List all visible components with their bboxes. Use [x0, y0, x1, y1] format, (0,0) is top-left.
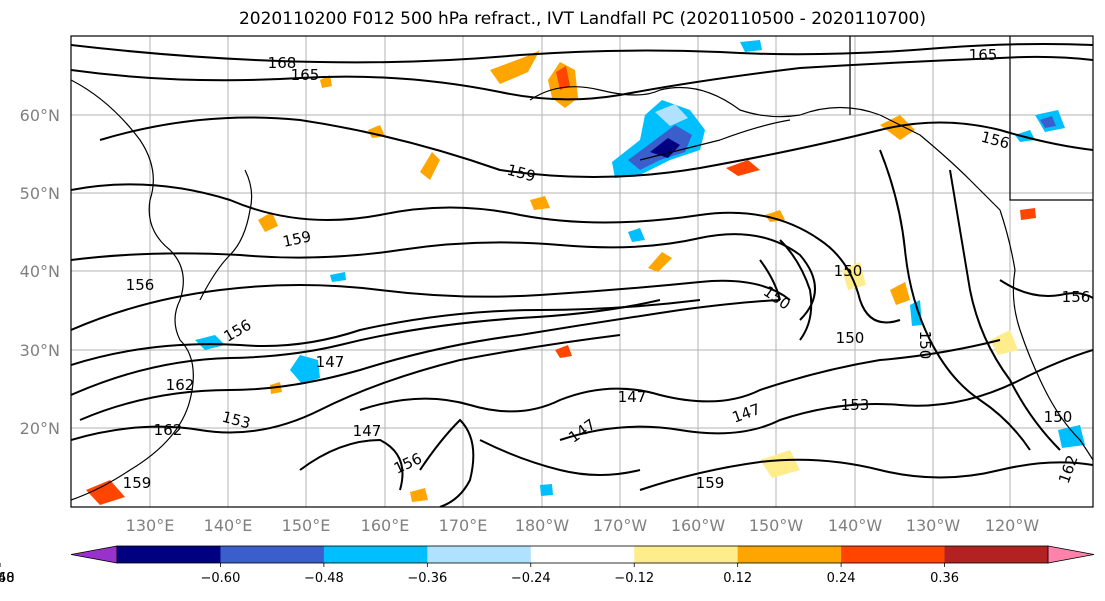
colorbar-tick-label: −0.12: [614, 571, 654, 586]
colorbar-tick-label: 0.48: [0, 571, 14, 586]
lat-label: 30°N: [20, 341, 60, 360]
colorbar-tick-label: 0.12: [723, 571, 752, 586]
lon-label: 130°E: [126, 516, 175, 535]
colorbar-segment: [944, 546, 1049, 563]
colorbar-tick-label: 0.60: [0, 571, 14, 586]
contour-label: 165: [291, 66, 320, 84]
lon-label: 140°W: [828, 516, 883, 535]
colorbar-segment: [530, 546, 635, 563]
lat-label: 20°N: [20, 419, 60, 438]
lat-label: 40°N: [20, 262, 60, 281]
contour-label: 159: [696, 474, 725, 492]
contour-label: 165: [969, 46, 998, 64]
lat-label: 50°N: [20, 184, 60, 203]
contour-label: 156: [1062, 288, 1091, 306]
colorbar-tick-label: −0.36: [407, 571, 447, 586]
colorbar-segment: [737, 546, 842, 563]
colorbar-segment: [220, 546, 325, 563]
contour-label: 159: [123, 474, 152, 492]
colorbar-tick-label: −0.48: [304, 571, 344, 586]
contour-label: 150: [836, 329, 865, 347]
lon-label: 180°W: [515, 516, 570, 535]
contour-label: 156: [126, 276, 155, 294]
map-frame: [70, 35, 1094, 508]
colorbar-tick-label: 0.24: [827, 571, 856, 586]
colorbar-segment: [323, 546, 428, 563]
colorbar-outline: [116, 545, 1049, 564]
contour-label-group: 168 165 165 159 159 156 156 156 156 150 …: [123, 46, 1091, 492]
lon-label: 130°W: [906, 516, 961, 535]
colorbar-segment: [427, 546, 532, 563]
contour-label: 168: [268, 54, 297, 72]
lon-label: 140°E: [204, 516, 253, 535]
lon-label: 170°W: [593, 516, 648, 535]
colorbar-tick-label: −0.24: [511, 571, 551, 586]
contour-label: 150: [916, 331, 934, 360]
contour-label: 159: [281, 227, 313, 251]
negative-anomaly-west-pacific: [290, 355, 320, 384]
lon-label: 150°W: [749, 516, 804, 535]
colorbar-extend-high: [1047, 545, 1095, 564]
longitude-labels: 130°E 140°E 150°E 160°E 170°E 180°W 170°…: [126, 516, 1040, 535]
map-title: 2020110200 F012 500 hPa refract., IVT La…: [238, 9, 926, 29]
lon-label: 160°E: [361, 516, 410, 535]
contour-label: 150: [834, 262, 863, 280]
lon-label: 160°W: [671, 516, 726, 535]
latitude-labels: 60°N 50°N 40°N 30°N 20°N: [20, 106, 60, 438]
contour-label: 147: [316, 353, 345, 371]
contour-label: 153: [841, 396, 870, 414]
lon-label: 170°E: [439, 516, 488, 535]
colorbar-extend-low: [70, 545, 118, 564]
colorbar-segment: [634, 546, 739, 563]
lon-label: 120°W: [985, 516, 1040, 535]
colorbar-segment: [117, 546, 221, 563]
refractivity-contours: [71, 43, 1093, 507]
colorbar-tick-label: 0.36: [930, 571, 959, 586]
colorbar: −0.60 −0.48 −0.36 −0.24 −0.12 0.12 0.24 0.36 0.4…: [0, 545, 1095, 586]
contour-label: 147: [618, 388, 647, 406]
contour-label: 162: [154, 421, 183, 439]
colorbar-segment: [841, 546, 946, 563]
lon-label: 150°E: [282, 516, 331, 535]
graticule: [71, 36, 1093, 507]
colorbar-tick-label: −0.60: [201, 571, 241, 586]
contour-label: 147: [353, 422, 382, 440]
shaded-anomaly-patches: [86, 40, 1085, 505]
contour-label: 162: [166, 376, 195, 394]
lat-label: 60°N: [20, 106, 60, 125]
contour-label: 150: [1044, 408, 1073, 426]
